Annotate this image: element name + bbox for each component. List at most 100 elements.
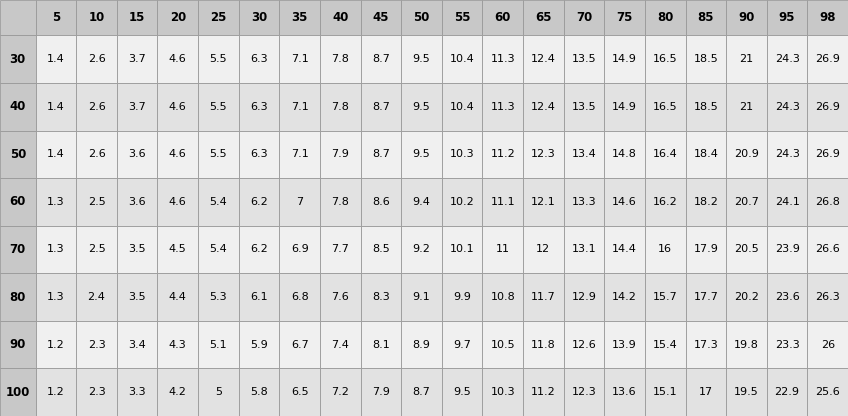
Text: 7.8: 7.8	[332, 54, 349, 64]
Bar	[442, 178, 483, 225]
Bar	[483, 83, 523, 131]
Text: 13.4: 13.4	[572, 149, 596, 159]
Text: 4.4: 4.4	[169, 292, 187, 302]
Bar	[442, 225, 483, 273]
Text: 26.9: 26.9	[815, 102, 840, 112]
Text: 13.6: 13.6	[612, 387, 637, 397]
Text: 26: 26	[821, 339, 834, 349]
Text: 5.5: 5.5	[209, 54, 227, 64]
Text: 5.9: 5.9	[250, 339, 268, 349]
Text: 13.5: 13.5	[572, 102, 596, 112]
Text: 7.6: 7.6	[332, 292, 349, 302]
Text: 16.5: 16.5	[653, 102, 678, 112]
Text: 3.5: 3.5	[128, 245, 146, 255]
Text: 7.1: 7.1	[291, 54, 309, 64]
Text: 1.4: 1.4	[47, 149, 64, 159]
Bar	[483, 225, 523, 273]
Bar	[360, 131, 401, 178]
Bar	[158, 178, 198, 225]
Bar	[483, 369, 523, 416]
Bar	[158, 321, 198, 369]
Text: 24.3: 24.3	[774, 54, 800, 64]
Text: 13.3: 13.3	[572, 197, 596, 207]
Text: 1.4: 1.4	[47, 102, 64, 112]
Bar	[807, 131, 848, 178]
Bar	[279, 225, 320, 273]
Text: 4.5: 4.5	[169, 245, 187, 255]
Bar	[442, 131, 483, 178]
Bar	[523, 178, 564, 225]
Text: 17: 17	[699, 387, 713, 397]
Text: 10.5: 10.5	[490, 339, 515, 349]
Text: 2.3: 2.3	[87, 339, 105, 349]
Text: 16.2: 16.2	[653, 197, 678, 207]
Bar	[279, 178, 320, 225]
Bar	[76, 273, 117, 321]
Bar	[320, 369, 360, 416]
Text: 9.2: 9.2	[413, 245, 431, 255]
Text: 6.1: 6.1	[250, 292, 268, 302]
Bar	[564, 369, 605, 416]
Text: 5.1: 5.1	[209, 339, 227, 349]
Text: 10: 10	[88, 11, 104, 24]
Text: 11.2: 11.2	[490, 149, 515, 159]
Text: 17.3: 17.3	[694, 339, 718, 349]
Text: 5.5: 5.5	[209, 149, 227, 159]
Bar	[0, 131, 36, 178]
Bar	[483, 178, 523, 225]
Bar	[442, 321, 483, 369]
Bar	[401, 35, 442, 83]
Text: 7.9: 7.9	[332, 149, 349, 159]
Bar	[76, 0, 117, 35]
Bar	[483, 0, 523, 35]
Bar	[605, 273, 644, 321]
Bar	[726, 225, 767, 273]
Text: 20: 20	[170, 11, 186, 24]
Text: 8.7: 8.7	[372, 54, 390, 64]
Bar	[442, 273, 483, 321]
Text: 18.5: 18.5	[694, 102, 718, 112]
Bar	[360, 225, 401, 273]
Bar	[685, 0, 726, 35]
Bar	[279, 0, 320, 35]
Text: 7.4: 7.4	[332, 339, 349, 349]
Text: 8.7: 8.7	[413, 387, 431, 397]
Bar	[644, 273, 685, 321]
Text: 13.9: 13.9	[612, 339, 637, 349]
Bar	[523, 225, 564, 273]
Text: 11.2: 11.2	[531, 387, 555, 397]
Bar	[726, 83, 767, 131]
Bar	[767, 225, 807, 273]
Bar	[76, 178, 117, 225]
Text: 60: 60	[9, 196, 26, 208]
Bar	[483, 131, 523, 178]
Bar	[117, 0, 158, 35]
Text: 9.7: 9.7	[453, 339, 471, 349]
Bar	[644, 369, 685, 416]
Text: 9.5: 9.5	[453, 387, 471, 397]
Bar	[807, 273, 848, 321]
Text: 26.6: 26.6	[815, 245, 840, 255]
Bar	[442, 369, 483, 416]
Bar	[76, 35, 117, 83]
Bar	[76, 321, 117, 369]
Text: 3.7: 3.7	[128, 54, 146, 64]
Bar	[807, 35, 848, 83]
Text: 5.8: 5.8	[250, 387, 268, 397]
Bar	[76, 369, 117, 416]
Text: 6.3: 6.3	[250, 54, 268, 64]
Bar	[767, 321, 807, 369]
Text: 25.6: 25.6	[815, 387, 840, 397]
Text: 19.8: 19.8	[734, 339, 759, 349]
Text: 2.6: 2.6	[87, 149, 105, 159]
Text: 23.9: 23.9	[774, 245, 800, 255]
Bar	[807, 321, 848, 369]
Bar	[807, 178, 848, 225]
Text: 14.6: 14.6	[612, 197, 637, 207]
Bar	[279, 83, 320, 131]
Bar	[442, 83, 483, 131]
Text: 11: 11	[496, 245, 510, 255]
Bar	[117, 369, 158, 416]
Text: 26.9: 26.9	[815, 149, 840, 159]
Bar	[401, 0, 442, 35]
